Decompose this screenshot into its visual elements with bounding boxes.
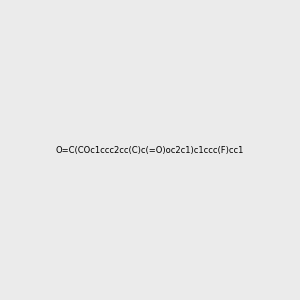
Text: O=C(COc1ccc2cc(C)c(=O)oc2c1)c1ccc(F)cc1: O=C(COc1ccc2cc(C)c(=O)oc2c1)c1ccc(F)cc1	[56, 146, 244, 154]
